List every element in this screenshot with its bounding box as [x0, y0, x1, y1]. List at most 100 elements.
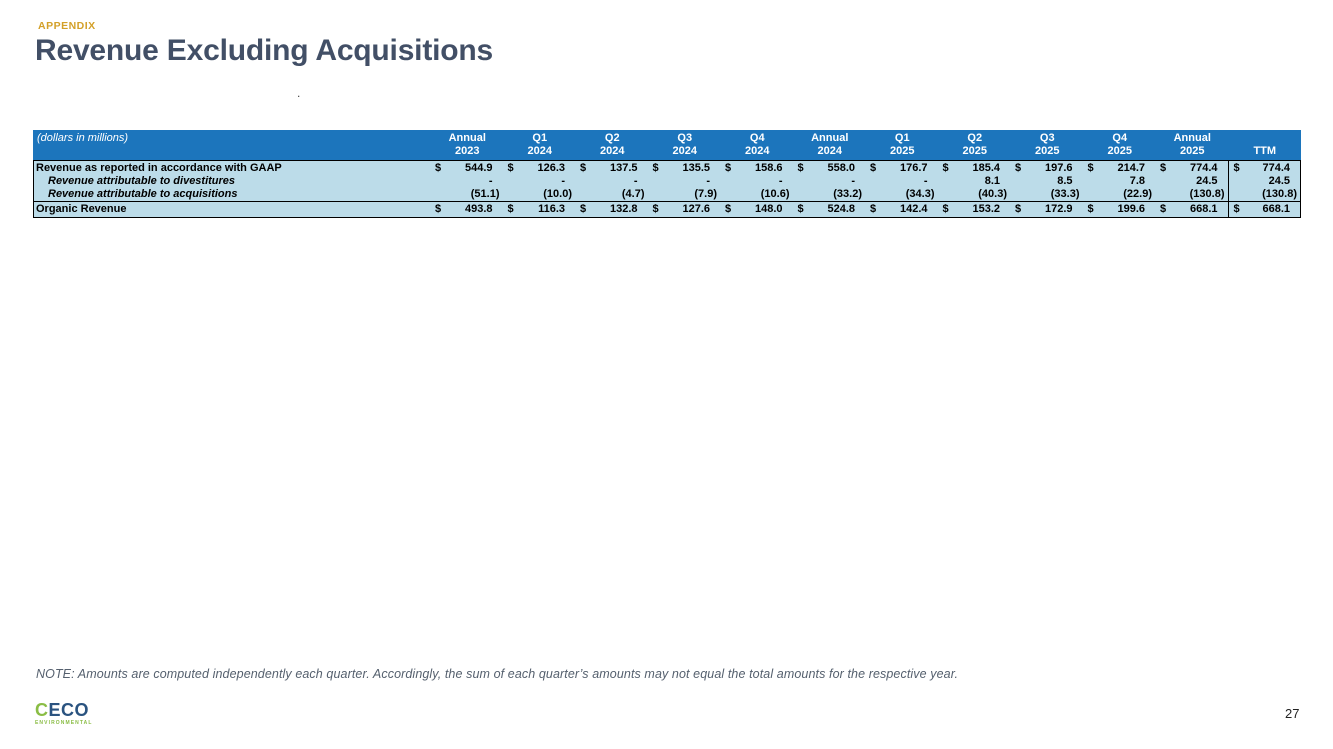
value-cell: (130.8) — [1155, 188, 1228, 201]
column-header-line2: 2025 — [1035, 145, 1060, 157]
column-header: Annual 2025 — [1156, 132, 1229, 158]
column-header-line1: Q4 — [1112, 132, 1128, 144]
column-header: Q1 2025 — [866, 132, 939, 158]
cell-value: - — [706, 175, 710, 187]
value-cell: - — [430, 175, 503, 188]
value-cell: (33.2) — [793, 188, 866, 201]
column-header-line1: Q4 — [749, 132, 765, 144]
value-cell: $774.4 — [1227, 161, 1301, 175]
cell-value: 774.4 — [1262, 162, 1290, 174]
value-cell: $197.6 — [1010, 161, 1083, 175]
value-cell: $158.6 — [720, 161, 793, 175]
logo-subtitle: ENVIRONMENTAL — [35, 720, 93, 726]
cell-value: 142.4 — [899, 203, 928, 215]
cell-value: (33.3) — [1050, 188, 1080, 200]
column-header: Q4 2025 — [1084, 132, 1157, 158]
cell-value: 8.5 — [1057, 175, 1073, 187]
value-cell: $176.7 — [865, 161, 938, 175]
column-header-line2: 2025 — [890, 145, 915, 157]
dollar-sign: $ — [797, 162, 804, 174]
column-header-line1: Q2 — [967, 132, 983, 144]
dollar-sign: $ — [870, 162, 877, 174]
cell-value: 668.1 — [1262, 203, 1290, 215]
cell-value: (4.7) — [621, 188, 645, 200]
column-header-line2: 2023 — [455, 145, 480, 157]
column-header: Annual 2024 — [794, 132, 867, 158]
cell-value: (10.6) — [760, 188, 790, 200]
column-header-line2: TTM — [1253, 145, 1277, 157]
table-header-row: (dollars in millions) Annual 2023 Q1 2024 Q2… — [33, 130, 1301, 160]
column-header-line2: 2024 — [672, 145, 697, 157]
appendix-label: APPENDIX — [38, 20, 96, 32]
cell-value: 214.7 — [1117, 162, 1145, 174]
value-cell: (33.3) — [1010, 188, 1083, 201]
cell-value: 176.7 — [899, 162, 928, 174]
dollar-sign: $ — [652, 162, 659, 174]
column-header-line1: Annual — [811, 132, 849, 144]
dollar-sign: $ — [1233, 203, 1240, 215]
cell-value: (51.1) — [470, 188, 500, 200]
cell-value: 558.0 — [827, 162, 855, 174]
value-cell: $185.4 — [938, 161, 1011, 175]
cell-value: 24.5 — [1268, 175, 1290, 187]
page-title: Revenue Excluding Acquisitions — [35, 34, 493, 67]
value-cell: $127.6 — [648, 202, 721, 217]
logo-letter-c: C — [35, 700, 49, 720]
value-cell: $524.8 — [793, 202, 866, 217]
cell-value: 544.9 — [464, 162, 493, 174]
value-cell: $668.1 — [1227, 202, 1301, 217]
value-cell: (7.9) — [648, 188, 721, 201]
cell-value: 185.4 — [972, 162, 1000, 174]
column-header-line2: 2024 — [817, 145, 842, 157]
table-row: Organic Revenue $493.8 $116.3 $132.8 $127.6 $… — [34, 201, 1300, 217]
dollar-sign: $ — [507, 203, 514, 215]
cell-value: - — [633, 175, 638, 187]
column-header: Q3 2024 — [649, 132, 722, 158]
table-row: Revenue attributable to acquisitions (51.… — [34, 188, 1300, 201]
revenue-table: (dollars in millions) Annual 2023 Q1 2024 Q2… — [33, 130, 1301, 218]
column-header-line1: Q2 — [604, 132, 620, 144]
cell-value: 132.8 — [609, 203, 638, 215]
cell-value: 668.1 — [1189, 203, 1218, 215]
table-body: Revenue as reported in accordance with G… — [33, 160, 1301, 218]
value-cell: - — [648, 175, 721, 188]
value-cell: $172.9 — [1010, 202, 1083, 217]
value-cell: - — [865, 175, 938, 188]
column-header-line2: 2024 — [600, 145, 625, 157]
value-cell: $774.4 — [1155, 161, 1228, 175]
dollar-sign: $ — [580, 162, 587, 174]
stray-dot: . — [297, 86, 301, 100]
cell-value: 8.1 — [984, 175, 1000, 187]
table-row: Revenue attributable to divestitures - - - -… — [34, 175, 1300, 188]
dollar-sign: $ — [652, 203, 659, 215]
dollar-sign: $ — [1087, 203, 1094, 215]
value-cell: 8.1 — [938, 175, 1011, 188]
cell-value: 158.6 — [754, 162, 783, 174]
column-header-line1: Annual — [1173, 132, 1211, 144]
value-cell: $199.6 — [1083, 202, 1156, 217]
value-cell: (51.1) — [430, 188, 503, 201]
cell-value: 199.6 — [1117, 203, 1145, 215]
column-header: Annual 2023 — [431, 132, 504, 158]
value-cell: (10.6) — [720, 188, 793, 201]
cell-value: 7.8 — [1129, 175, 1145, 187]
value-cell: $148.0 — [720, 202, 793, 217]
cell-value: 197.6 — [1044, 162, 1073, 174]
column-header-line1 — [1229, 132, 1302, 145]
cell-value: - — [778, 175, 783, 187]
value-cell: (40.3) — [938, 188, 1011, 201]
value-cell: $137.5 — [575, 161, 648, 175]
footnote: NOTE: Amounts are computed independently… — [36, 667, 959, 681]
column-header-line1: Q1 — [532, 132, 548, 144]
value-cell: (34.3) — [865, 188, 938, 201]
dollar-sign: $ — [942, 203, 949, 215]
dollar-sign: $ — [1233, 162, 1240, 174]
page-number: 27 — [1285, 706, 1300, 721]
dollar-sign: $ — [725, 203, 732, 215]
column-header-line2: 2024 — [745, 145, 770, 157]
cell-value: 127.6 — [682, 203, 710, 215]
column-header: Q2 2025 — [939, 132, 1012, 158]
dollar-sign: $ — [942, 162, 949, 174]
value-cell: (4.7) — [575, 188, 648, 201]
value-cell: (130.8) — [1227, 188, 1301, 201]
